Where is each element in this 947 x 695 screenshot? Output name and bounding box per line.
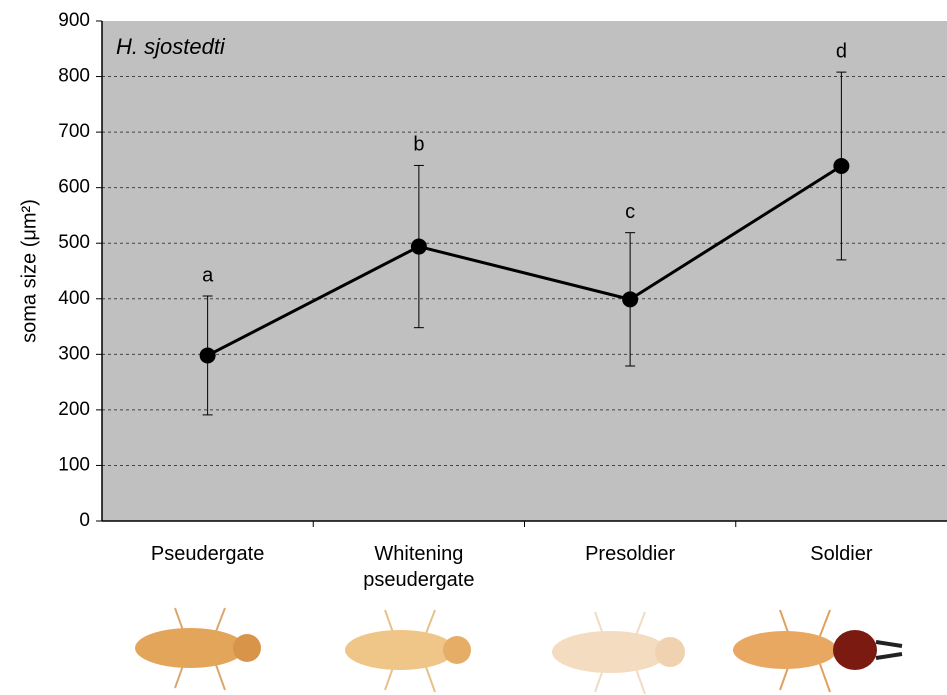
x-tick-label: Soldier — [810, 543, 873, 565]
y-tick-label: 700 — [58, 121, 90, 142]
line — [206, 164, 843, 357]
x-tick-label: Pseudergate — [150, 543, 265, 565]
y-tick-label: 600 — [58, 177, 90, 198]
y-tick-label: 300 — [58, 343, 90, 364]
marker — [833, 158, 850, 174]
significance-letter: b — [413, 134, 424, 156]
y-tick-label: 800 — [58, 66, 90, 87]
y-tick-label: 100 — [58, 454, 90, 475]
y-axis-label: soma size (μm²) — [18, 199, 40, 343]
significance-letter: c — [625, 201, 635, 223]
y-tick-label: 500 — [58, 232, 90, 253]
species-label: H. sjostedti — [116, 34, 226, 59]
termite-images — [135, 607, 903, 695]
y-tick-label: 0 — [79, 510, 90, 531]
significance-letter: a — [202, 264, 214, 286]
plot-area — [102, 21, 947, 521]
marker — [410, 238, 427, 255]
marker — [199, 347, 216, 364]
y-tick-label: 400 — [58, 288, 90, 309]
x-tick-label: Presoldier — [585, 543, 676, 565]
y-tick-label: 900 — [58, 10, 90, 31]
y-tick-label: 200 — [58, 399, 90, 420]
marker — [622, 291, 639, 308]
significance-letter: d — [836, 40, 847, 62]
x-tick-label: Whitening pseudergate — [363, 543, 475, 591]
